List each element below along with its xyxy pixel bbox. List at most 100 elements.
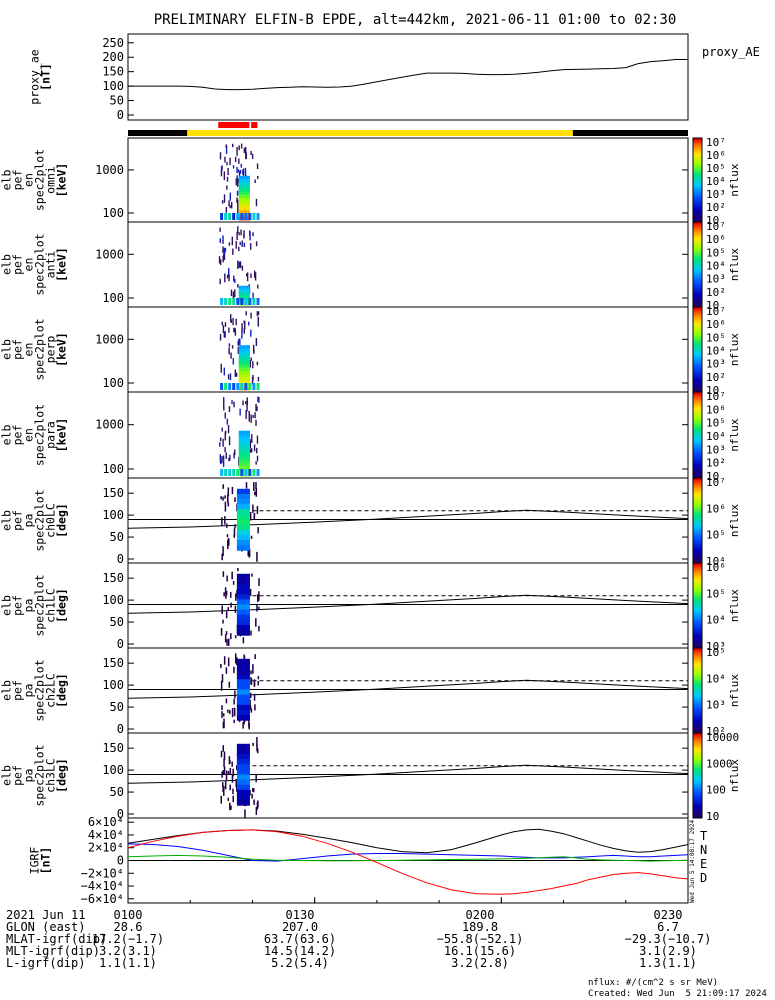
spec-cell [238, 466, 250, 471]
colorbar-step [693, 813, 702, 817]
spec-cell [238, 291, 250, 294]
ytick-label: 6×10⁴ [88, 815, 124, 829]
spec-pixel [231, 761, 233, 767]
footer-value: 0200 [465, 908, 495, 922]
spec-pixel [232, 318, 234, 326]
colorbar-step [693, 213, 702, 217]
colorbar-step [693, 205, 702, 208]
spec-cell [252, 383, 256, 390]
spec-pixel [252, 414, 254, 419]
spec-pixel [219, 278, 221, 285]
colorbar-step [693, 281, 702, 285]
colorbar-tick-label: 10³ [706, 640, 726, 653]
colorbar-step [693, 673, 702, 677]
spec-pixel [237, 284, 239, 288]
colorbar-step [693, 345, 702, 348]
footer-row-label: 2021 Jun 11 [6, 908, 86, 922]
status-bar-red [218, 122, 250, 128]
ylabel-line: pef [11, 595, 25, 616]
colorbar-step [693, 694, 702, 698]
colorbar-step [693, 326, 702, 329]
igrf-legend-N: N [700, 843, 707, 857]
colorbar-step [693, 565, 702, 568]
ylabel-line: pef [11, 339, 25, 360]
colorbar-step [693, 752, 702, 755]
footer-row-label: L-igrf(dip) [6, 956, 86, 970]
spec-pixel [235, 778, 237, 788]
colorbar-step [693, 180, 702, 183]
panel-frame [127, 647, 689, 734]
spec-pixel [236, 231, 238, 241]
colorbar-tick-label: 10⁴ [706, 430, 726, 443]
spec-cell [236, 784, 250, 791]
panel-frame [127, 306, 689, 393]
spec-pixel [252, 374, 254, 381]
colorbar-step [693, 351, 702, 355]
ylabel-line: [deg] [55, 503, 69, 538]
spec-cell [238, 295, 250, 298]
colorbar-step [693, 605, 702, 609]
spec-pixel [224, 501, 227, 512]
ytick-label: 250 [102, 36, 124, 50]
colorbar-step [693, 353, 702, 357]
ytick-label: 50 [110, 700, 124, 714]
spec-pixel [257, 748, 259, 754]
spec-pixel [241, 265, 244, 271]
colorbar-step [693, 769, 702, 772]
spec-pixel [219, 334, 222, 341]
colorbar-step [693, 385, 702, 389]
ylabel-line: ch1LC [44, 588, 58, 623]
colorbar-label: nflux [728, 248, 741, 281]
spec-cell [238, 178, 250, 183]
ylabel-line: elb [0, 170, 14, 191]
footer-value: 0130 [285, 908, 315, 922]
colorbar-step [693, 298, 702, 302]
spec-pixel [222, 249, 224, 254]
spec-pixel [224, 431, 227, 441]
colorbar-step [693, 232, 702, 236]
spec-pixel [252, 664, 254, 674]
colorbar-step [693, 760, 702, 764]
spec-pixel [225, 667, 228, 674]
colorbar: 10³ 10⁴ 10⁵ 10⁶ nflux [692, 561, 741, 653]
spec-pixel [234, 289, 236, 298]
spec-pixel [244, 320, 246, 330]
spec-pixel [242, 171, 244, 175]
colorbar-step [693, 358, 702, 361]
colorbar-tick-label: 10 [706, 470, 719, 483]
footer-value: 3.1(2.9) [639, 944, 697, 958]
spec-pixel [226, 575, 228, 582]
colorbar-step [693, 364, 702, 367]
colorbar-tick-label: 10000 [706, 731, 739, 744]
colorbar-tick-label: 10⁵ [706, 331, 726, 344]
colorbar-step [693, 224, 702, 227]
spec-cell [238, 188, 250, 193]
igrf-line-E [127, 854, 689, 862]
colorbar-step [693, 495, 702, 498]
colorbar-step [693, 177, 702, 181]
ylabel-line: en [22, 258, 36, 272]
colorbar-tick-label: 10³ [706, 358, 726, 371]
ytick-label: 100 [102, 79, 124, 93]
spec-pixel [256, 551, 258, 562]
spec-pixel [256, 163, 259, 170]
colorbar-step [693, 582, 702, 585]
spec-pixel [231, 201, 233, 209]
colorbar-step [693, 383, 702, 387]
colorbar-step [693, 639, 702, 643]
colorbar-step [693, 635, 702, 638]
colorbar-step [693, 443, 702, 447]
colorbar-tick-label: 10⁶ [706, 561, 726, 574]
ylabel-line: [nT] [39, 63, 53, 91]
spec-pixel [241, 240, 243, 247]
colorbar-tick-label: 10³ [706, 699, 726, 712]
spec-pixel [224, 780, 227, 790]
spec-pixel [223, 785, 225, 796]
ylabel-line: spec2plot [33, 574, 47, 636]
ytick-label: 1000 [95, 163, 124, 177]
colorbar-tick-label: 10⁶ [706, 149, 726, 162]
colorbar-step [693, 338, 702, 342]
ytick-label: 50 [110, 530, 124, 544]
spec-cell [236, 769, 250, 775]
colorbar-step [693, 597, 702, 600]
